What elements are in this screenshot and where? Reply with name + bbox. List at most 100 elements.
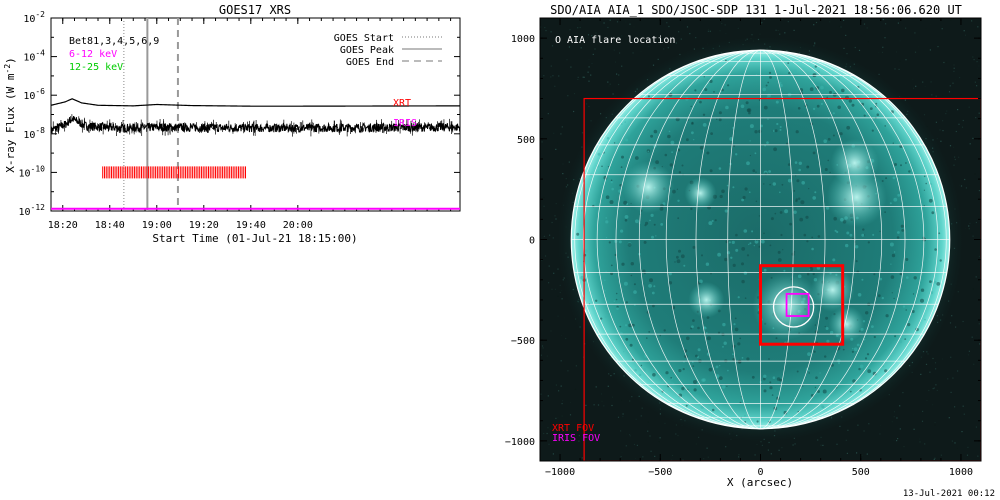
surface-texture — [821, 405, 824, 409]
surface-texture — [758, 129, 762, 134]
noise-pixel — [649, 435, 651, 437]
surface-texture — [706, 336, 711, 341]
noise-pixel — [953, 67, 955, 69]
surface-texture — [928, 198, 933, 203]
surface-texture — [855, 245, 859, 249]
surface-texture — [725, 105, 729, 110]
noise-pixel — [973, 363, 975, 365]
noise-pixel — [979, 343, 981, 345]
surface-texture — [643, 240, 647, 244]
noise-pixel — [897, 438, 899, 440]
surface-texture — [702, 113, 706, 117]
noise-pixel — [923, 114, 926, 116]
surface-texture — [851, 350, 855, 353]
noise-pixel — [552, 237, 554, 239]
noise-pixel — [607, 385, 609, 387]
surface-texture — [770, 217, 774, 221]
noise-pixel — [561, 403, 563, 405]
surface-texture — [897, 231, 900, 234]
surface-texture — [771, 394, 774, 396]
surface-texture — [779, 81, 782, 84]
noise-pixel — [582, 76, 584, 78]
noise-pixel — [940, 140, 942, 142]
surface-texture — [825, 316, 829, 320]
surface-texture — [605, 270, 607, 272]
surface-texture — [929, 280, 932, 283]
noise-pixel — [695, 37, 697, 39]
noise-pixel — [555, 148, 557, 150]
noise-pixel — [974, 173, 976, 175]
surface-texture — [899, 340, 902, 344]
noise-pixel — [622, 413, 624, 415]
noise-pixel — [611, 396, 614, 398]
surface-texture — [633, 290, 637, 294]
event-lines — [123, 18, 179, 211]
surface-texture — [801, 181, 805, 185]
instrument-label: IRIS — [393, 118, 417, 129]
surface-texture — [648, 284, 652, 288]
surface-texture — [651, 291, 655, 295]
surface-texture — [692, 365, 695, 367]
surface-texture — [737, 342, 741, 346]
surface-texture — [711, 408, 715, 412]
noise-pixel — [939, 129, 941, 131]
surface-texture — [742, 195, 746, 200]
noise-pixel — [555, 203, 557, 205]
noise-pixel — [557, 295, 559, 297]
surface-texture — [668, 281, 673, 285]
surface-texture — [718, 111, 722, 115]
instrument-label: XRT — [393, 98, 411, 109]
surface-texture — [755, 74, 758, 76]
surface-texture — [829, 171, 831, 174]
noise-pixel — [725, 446, 727, 448]
surface-texture — [923, 205, 925, 207]
noise-pixel — [973, 59, 975, 61]
surface-texture — [692, 245, 696, 249]
surface-texture — [670, 376, 673, 379]
noise-pixel — [557, 142, 559, 144]
surface-texture — [691, 121, 694, 124]
surface-texture — [923, 175, 926, 178]
noise-pixel — [718, 19, 720, 21]
surface-texture — [649, 278, 653, 283]
noise-pixel — [922, 81, 924, 83]
surface-texture — [630, 274, 633, 277]
event-legend-item: GOES Peak — [340, 45, 394, 56]
lightcurve-series — [51, 98, 460, 210]
surface-texture — [604, 279, 606, 281]
surface-texture — [781, 183, 784, 186]
surface-texture — [853, 347, 858, 352]
surface-texture — [682, 368, 685, 371]
noise-pixel — [951, 440, 953, 442]
surface-texture — [749, 140, 751, 142]
x-tick-label: 1000 — [949, 467, 973, 478]
longitude-line — [665, 49, 761, 430]
surface-texture — [727, 369, 729, 372]
surface-texture — [600, 317, 603, 320]
surface-texture — [727, 84, 730, 87]
surface-texture — [608, 241, 611, 244]
noise-pixel — [541, 141, 543, 143]
surface-texture — [625, 337, 629, 341]
noise-pixel — [845, 34, 847, 36]
surface-texture — [832, 93, 837, 97]
noise-pixel — [934, 362, 937, 364]
noise-pixel — [560, 334, 562, 337]
longitude-line — [727, 49, 761, 430]
longitude-line — [574, 49, 761, 430]
noise-pixel — [572, 429, 574, 431]
surface-texture — [697, 348, 701, 352]
surface-texture — [884, 125, 886, 127]
surface-texture — [876, 113, 880, 116]
surface-texture — [783, 269, 786, 272]
noise-pixel — [577, 78, 579, 81]
channel-legend: Bet81,3,4,5,6,9 6-12 keV 12-25 keV — [69, 36, 159, 73]
noise-pixel — [942, 94, 944, 97]
noise-pixel — [555, 417, 557, 419]
noise-pixel — [822, 444, 824, 446]
active-region — [688, 281, 725, 318]
noise-pixel — [540, 393, 542, 395]
surface-texture — [741, 279, 745, 284]
noise-pixel — [543, 205, 545, 207]
surface-texture — [623, 200, 628, 205]
